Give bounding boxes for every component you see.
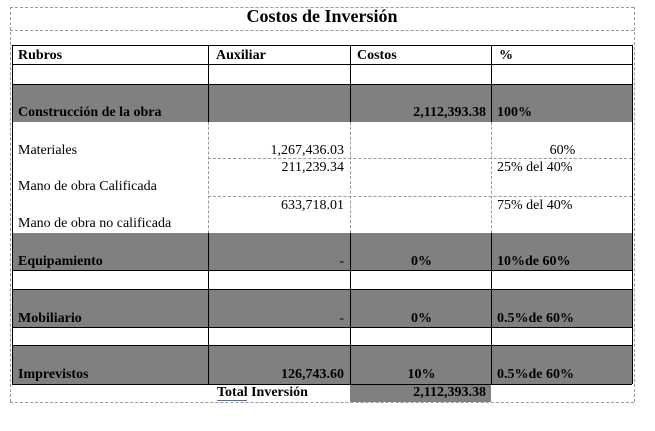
row-imprevistos-auxiliar: 126,743.60 bbox=[281, 367, 344, 382]
row-mobiliario-rubro: Mobiliario bbox=[18, 311, 82, 326]
row-mano-calif-rubro: Mano de obra Calificada bbox=[18, 179, 157, 194]
band-construccion bbox=[12, 84, 632, 122]
row-mobiliario-pct: 0.5%de 60% bbox=[497, 311, 574, 326]
header-auxiliar: Auxiliar bbox=[216, 48, 266, 63]
band-imprevistos bbox=[12, 346, 632, 384]
table-title: Costos de Inversión bbox=[246, 6, 398, 26]
row-equipamiento-rubro: Equipamiento bbox=[18, 254, 103, 269]
header-pct: % bbox=[499, 48, 513, 63]
row-mano-no-calif-auxiliar: 633,718.01 bbox=[281, 198, 344, 213]
row-imprevistos-rubro: Imprevistos bbox=[18, 367, 89, 382]
row-equipamiento-pct: 10%de 60% bbox=[497, 254, 571, 269]
row-materiales-rubro: Materiales bbox=[18, 143, 78, 158]
row-construccion-costos: 2,112,393.38 bbox=[413, 105, 486, 120]
header-costos: Costos bbox=[357, 48, 397, 63]
row-equipamiento-costos: 0% bbox=[411, 254, 432, 269]
band-total-value bbox=[350, 384, 491, 402]
row-mobiliario-costos: 0% bbox=[411, 311, 432, 326]
row-construccion-pct: 100% bbox=[497, 105, 532, 120]
row-construccion-rubro: Construcción de la obra bbox=[18, 105, 162, 120]
row-mobiliario-auxiliar: - bbox=[339, 311, 344, 326]
row-mano-no-calif-pct: 75% del 40% bbox=[497, 198, 573, 213]
row-mano-calif-pct: 25% del 40% bbox=[497, 160, 573, 175]
row-mano-no-calif-rubro: Mano de obra no calificada bbox=[18, 216, 172, 231]
row-materiales-pct: 60% bbox=[549, 143, 576, 158]
row-mano-calif-auxiliar: 211,239.34 bbox=[281, 160, 344, 175]
band-mobiliario bbox=[12, 290, 632, 328]
band-equipamiento bbox=[12, 233, 632, 271]
total-label: Total Inversión bbox=[217, 385, 308, 400]
row-imprevistos-pct: 0.5%de 60% bbox=[497, 367, 574, 382]
row-equipamiento-auxiliar: - bbox=[339, 254, 344, 269]
row-materiales-auxiliar: 1,267,436.03 bbox=[270, 143, 345, 158]
row-imprevistos-costos: 10% bbox=[407, 367, 436, 382]
header-rubros: Rubros bbox=[18, 48, 63, 63]
total-value: 2,112,393.38 bbox=[413, 385, 486, 400]
